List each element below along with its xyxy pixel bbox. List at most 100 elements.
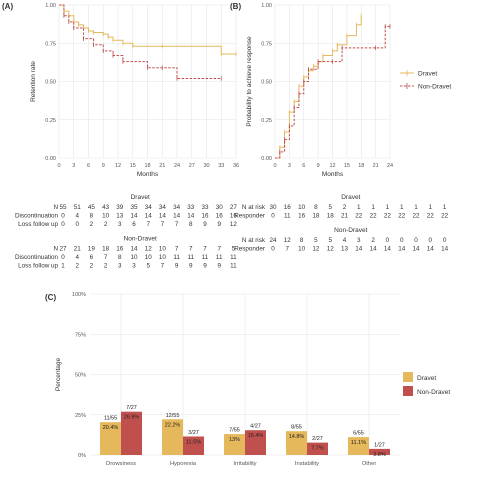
bar-non-dravet [369, 448, 390, 455]
retention-table-cell: 14 [130, 246, 138, 253]
y-axis-title: Retention rate [30, 61, 37, 102]
retention-table-cell: 8 [90, 213, 94, 220]
bar-count-label: 3/27 [188, 430, 199, 436]
panel-label: (A) [2, 2, 13, 11]
response-table-cell: 14 [355, 246, 363, 253]
response-table-cell: 22 [412, 213, 420, 220]
x-tick-label: Irritability [233, 461, 256, 467]
bar-dravet [286, 431, 307, 455]
response-table-cell: 8 [300, 237, 304, 244]
bar-percent-label: 13% [229, 437, 240, 443]
bar-percent-label: 3.8% [373, 452, 386, 458]
response-table-cell: 2 [371, 237, 375, 244]
retention-table-cell: 0 [61, 254, 65, 261]
retention-table-cell: 27 [230, 204, 238, 211]
response-table-cell: 1 [414, 204, 418, 211]
bar-count-label: 2/27 [312, 436, 323, 442]
response-table-cell: 5 [328, 204, 332, 211]
bar-dravet [100, 422, 121, 455]
bar-non-dravet [121, 411, 142, 455]
y-tick-label: 75% [75, 332, 86, 338]
bar-percent-label: 15.4% [248, 433, 264, 439]
bar-percent-label: 11.5% [186, 439, 201, 445]
response-table-cell: 22 [441, 213, 449, 220]
x-tick-label: 24 [387, 163, 393, 169]
bar-percent-label: 22.2% [165, 422, 181, 428]
retention-table-cell: 7 [175, 246, 179, 253]
response-table-cell: 16 [284, 204, 292, 211]
legend-label: Non-Dravet [417, 389, 450, 396]
response-table-cell: 0 [429, 237, 433, 244]
retention-table-cell: 7 [161, 221, 165, 228]
bar-dravet [348, 437, 369, 455]
retention-table-cell: 9 [189, 263, 193, 270]
retention-table-cell: 3 [132, 263, 136, 270]
retention-table-cell: 3 [118, 221, 122, 228]
response-table-cell: 0 [271, 213, 275, 220]
bar-non-dravet [183, 436, 204, 455]
retention-table-cell: 7 [104, 254, 108, 261]
legend-label: Non-Dravet [418, 84, 451, 91]
y-tick-label: 0.25 [45, 118, 56, 124]
x-axis-title: Months [137, 171, 159, 178]
bar-non-dravet [307, 442, 328, 455]
retention-table-cell: 1 [61, 263, 65, 270]
x-tick-label: 18 [144, 163, 150, 169]
response-table-row-label: N at risk [242, 237, 266, 244]
retention-table-cell: 27 [59, 246, 67, 253]
retention-table-cell: 8 [118, 254, 122, 261]
bar-count-label: 7/27 [126, 405, 137, 411]
retention-table-cell: 2 [104, 263, 108, 270]
retention-table-cell: 11 [188, 254, 195, 261]
bar-percent-label: 7.7% [311, 446, 324, 452]
y-tick-label: 0.50 [261, 80, 272, 86]
x-tick-label: 3 [72, 163, 75, 169]
retention-table-cell: 12 [230, 221, 238, 228]
x-tick-label: Hyporexia [170, 461, 197, 467]
y-axis-title: Probability to achieve response [246, 36, 253, 127]
y-tick-label: 1.00 [45, 3, 56, 9]
panel-label: (C) [45, 293, 56, 302]
retention-table-cell: 11 [216, 254, 223, 261]
retention-table-cell: 16 [116, 246, 124, 253]
retention-table-cell: 13 [116, 213, 124, 220]
retention-table-cell: 4 [75, 213, 79, 220]
retention-table-cell: 14 [173, 213, 181, 220]
retention-table-cell: 3 [118, 263, 122, 270]
response-table-group-title: Non-Dravet [334, 227, 367, 234]
legend-label: Dravet [417, 375, 436, 382]
bar-count-label: 1/27 [374, 442, 385, 448]
retention-table-row-label: Loss follow up [18, 221, 58, 228]
response-table-cell: 22 [384, 213, 392, 220]
retention-table-cell: 30 [216, 204, 224, 211]
retention-table-cell: 33 [187, 204, 195, 211]
retention-table-cell: 55 [59, 204, 67, 211]
legend-swatch-non-dravet [403, 386, 413, 396]
retention-table-cell: 14 [187, 213, 195, 220]
retention-table-cell: 16 [230, 213, 238, 220]
response-table-cell: 14 [412, 246, 420, 253]
retention-table-cell: 21 [74, 246, 82, 253]
retention-table-cell: 11 [202, 254, 209, 261]
y-tick-label: 50% [75, 373, 86, 379]
x-tick-label: 21 [373, 163, 379, 169]
retention-table-cell: 7 [161, 263, 165, 270]
retention-table-cell: 5 [146, 263, 150, 270]
retention-table-cell: 45 [88, 204, 96, 211]
response-table-cell: 22 [370, 213, 378, 220]
response-table-row-label: Responder [234, 246, 265, 253]
retention-table-cell: 0 [61, 221, 65, 228]
x-tick-label: 0 [57, 163, 60, 169]
retention-table-cell: 2 [90, 221, 94, 228]
retention-table-cell: 0 [61, 213, 65, 220]
retention-table-cell: 34 [173, 204, 181, 211]
retention-table-cell: 10 [145, 254, 153, 261]
response-table-cell: 2 [343, 204, 347, 211]
response-table-cell: 22 [427, 213, 435, 220]
y-tick-label: 1.00 [261, 3, 272, 9]
retention-table-cell: 5 [232, 246, 236, 253]
retention-table-cell: 7 [189, 246, 193, 253]
x-tick-label: 18 [358, 163, 364, 169]
response-table-cell: 14 [427, 246, 435, 253]
retention-table-cell: 43 [102, 204, 110, 211]
